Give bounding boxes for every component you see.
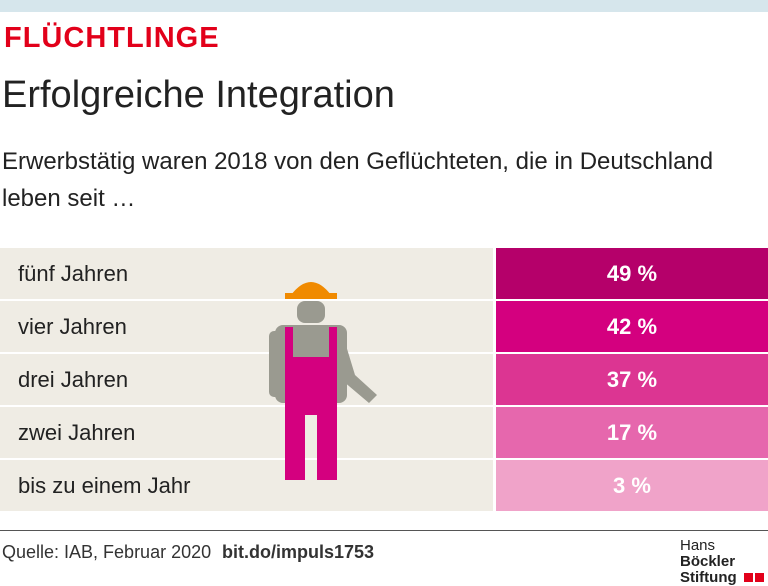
row-background xyxy=(0,301,493,352)
row-label: fünf Jahren xyxy=(18,261,129,286)
value-cell: 37 % xyxy=(496,354,768,405)
value-cell: 3 % xyxy=(496,460,768,511)
row-background xyxy=(0,460,493,511)
row-label: bis zu einem Jahr xyxy=(18,473,191,498)
logo-mark xyxy=(743,573,753,582)
logo-text: Hans xyxy=(680,537,716,554)
logo-text: Stiftung xyxy=(680,569,737,586)
source: Quelle: IAB, Februar 2020 xyxy=(2,542,212,562)
subtitle: Erwerbstätig waren 2018 von den Geflücht… xyxy=(2,148,714,212)
title: Erfolgreiche Integration xyxy=(2,74,395,116)
row-background xyxy=(0,248,493,299)
row-label: zwei Jahren xyxy=(18,420,136,445)
value-cell: 42 % xyxy=(496,301,768,352)
row-label: vier Jahren xyxy=(18,314,127,339)
value-cell: 17 % xyxy=(496,407,768,458)
row-label: drei Jahren xyxy=(18,367,129,392)
logo-text: Böckler xyxy=(680,553,736,570)
row-background xyxy=(0,407,493,458)
logo-mark xyxy=(754,573,764,582)
top-bar xyxy=(0,0,768,12)
footer-rule xyxy=(0,530,768,531)
link: bit.do/impuls1753 xyxy=(222,542,375,562)
value-cell: 49 % xyxy=(496,248,768,299)
row-background xyxy=(0,354,493,405)
kicker: FLÜCHTLINGE xyxy=(4,22,220,54)
worker-icon xyxy=(269,282,377,480)
